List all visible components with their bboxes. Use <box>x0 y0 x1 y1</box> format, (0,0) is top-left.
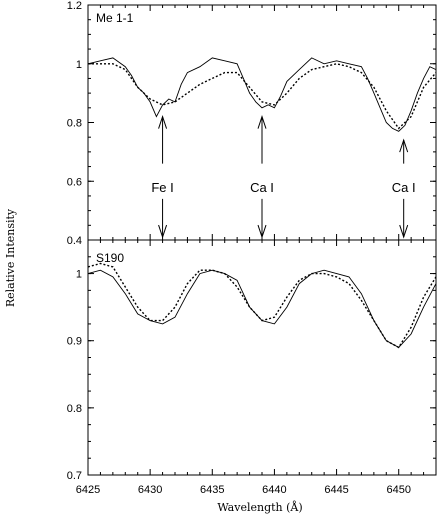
observed-spectrum-line <box>87 57 437 132</box>
x-tick-label: 6425 <box>76 484 100 496</box>
y-tick-label: 1.2 <box>67 0 82 12</box>
panel-me-1-1: Me 1-1 0.6 0.8 1 1.2 0.4 Fe I Ca I Ca I <box>67 0 437 247</box>
y-tick-label: 0.8 <box>67 403 82 415</box>
observed-spectrum-line <box>87 269 437 348</box>
y-axis-title: Relative Intensity <box>4 208 17 307</box>
y-tick-label: 0.7 <box>67 470 82 482</box>
x-tick-label: 6450 <box>386 484 410 496</box>
y-tick-label: 0.4 <box>67 235 82 247</box>
y-tick-label: 0.8 <box>67 118 82 130</box>
spectral-line-label: Ca I <box>250 180 274 195</box>
y-tick-label: 1 <box>76 59 82 71</box>
x-axis-title: Wavelength (Å) <box>217 500 302 514</box>
x-tick-label: 6440 <box>262 484 286 496</box>
spectral-line-label: Ca I <box>392 180 416 195</box>
x-tick-label: 6430 <box>138 484 162 496</box>
panel-label: S190 <box>96 251 124 265</box>
y-tick-label: 0.6 <box>67 176 82 188</box>
arrow-up-head <box>399 138 409 153</box>
arrow-down-head <box>257 224 267 239</box>
panel-s190: S190 0.7 0.8 0.9 1 <box>67 239 437 482</box>
arrow-down-head <box>158 224 168 239</box>
panel-label: Me 1-1 <box>96 11 134 25</box>
x-tick-label: 6445 <box>324 484 348 496</box>
y-tick-label: 1 <box>76 269 82 281</box>
model-spectrum-line <box>87 262 437 349</box>
x-tick-label: 6435 <box>200 484 224 496</box>
arrow-down-head <box>399 224 409 239</box>
plot-frame <box>87 239 437 476</box>
arrow-up-head <box>158 115 168 129</box>
y-tick-label: 0.9 <box>67 336 82 348</box>
spectral-line-label: Fe I <box>151 180 173 195</box>
model-spectrum-line <box>88 63 437 130</box>
arrow-up-head <box>257 115 267 129</box>
